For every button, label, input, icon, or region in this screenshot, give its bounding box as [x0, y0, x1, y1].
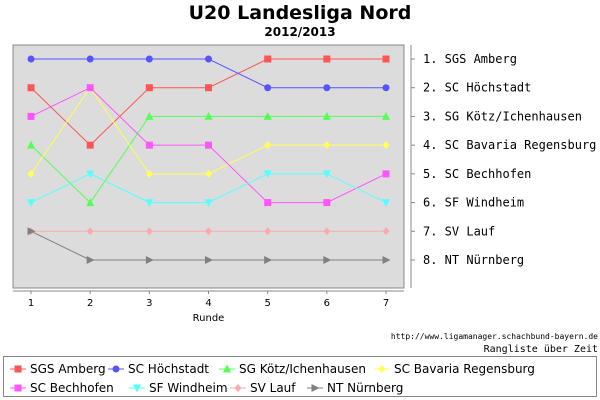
legend-label: SGS Amberg [30, 362, 106, 376]
data-point [263, 111, 272, 120]
x-axis-label: Runde [193, 313, 225, 324]
x-tick-label: 5 [264, 298, 270, 309]
rank-label: 1. SGS Amberg [423, 52, 517, 66]
x-tick-label: 7 [383, 298, 389, 309]
data-point [145, 141, 153, 149]
legend-marker [133, 384, 141, 393]
data-point [382, 199, 390, 208]
data-point [382, 55, 390, 63]
rank-label: 4. SC Bavaria Regensburg [423, 138, 596, 152]
data-point [86, 227, 94, 236]
data-point [382, 141, 390, 150]
data-point [323, 256, 332, 264]
data-point [205, 55, 212, 63]
legend-box [3, 356, 597, 397]
legend-marker [112, 365, 120, 373]
legend-marker [378, 365, 386, 373]
x-tick-label: 4 [205, 298, 211, 309]
chart-subtitle: 2012/2013 [264, 25, 336, 39]
legend-marker [14, 365, 22, 373]
legend-label: SG Kötz/Ichenhausen [239, 362, 366, 376]
source-url: http://www.ligamanager.schachbund-bayern… [390, 332, 598, 341]
data-point [145, 55, 153, 63]
rank-label: 6. SF Windheim [423, 196, 524, 210]
legend-marker [223, 364, 231, 373]
legend-label: SC Höchstadt [128, 362, 209, 376]
x-tick-label: 3 [146, 298, 152, 309]
data-point [322, 111, 331, 120]
data-point [86, 198, 95, 207]
data-point [86, 170, 95, 179]
data-point [27, 55, 35, 63]
chart-title: U20 Landesliga Nord [188, 2, 412, 24]
data-point [205, 84, 212, 92]
footer-note: Rangliste über Zeit [483, 344, 598, 355]
rank-label: 8. NT Nürnberg [423, 253, 524, 267]
rank-label: 7. SV Lauf [423, 224, 495, 238]
data-point [264, 227, 272, 236]
legend-label: SV Lauf [250, 381, 296, 395]
legend-label: SC Bechhofen [30, 381, 114, 395]
data-point [145, 199, 154, 208]
data-point [323, 227, 331, 236]
data-point [27, 84, 35, 92]
data-point [382, 170, 390, 178]
legend-marker [311, 384, 320, 392]
data-point [145, 169, 153, 178]
data-point [264, 84, 272, 92]
data-point [264, 256, 273, 264]
data-point [323, 141, 331, 150]
data-point [205, 256, 213, 264]
data-point [264, 199, 272, 207]
data-point [205, 227, 212, 236]
rank-label: 2. SC Höchstadt [423, 81, 531, 95]
data-point [205, 141, 212, 149]
data-point [263, 170, 272, 179]
data-point [204, 111, 213, 120]
rank-label: 5. SC Bechhofen [423, 167, 531, 181]
data-point [322, 170, 331, 179]
data-point [382, 227, 390, 236]
data-point [27, 169, 35, 178]
x-tick-label: 2 [87, 298, 93, 309]
data-point [323, 55, 331, 63]
rank-label: 3. SG Kötz/Ichenhausen [423, 109, 582, 123]
data-point [145, 84, 153, 92]
data-point [382, 111, 390, 120]
data-point [86, 256, 95, 264]
legend-label: SC Bavaria Regensburg [394, 362, 535, 376]
legend-label: NT Nürnberg [327, 381, 403, 395]
data-point [264, 141, 272, 150]
data-point [323, 199, 331, 207]
data-point [27, 112, 35, 120]
data-point [86, 55, 94, 63]
data-point [145, 111, 154, 120]
data-point [27, 140, 35, 149]
x-tick-label: 6 [324, 298, 330, 309]
data-point [205, 169, 212, 178]
data-point [145, 256, 154, 264]
data-point [382, 256, 391, 264]
legend-marker [14, 384, 22, 392]
data-point [27, 199, 35, 208]
x-tick-label: 1 [28, 298, 34, 309]
legend-label: SF Windheim [149, 381, 228, 395]
data-point [145, 227, 153, 236]
data-point [382, 84, 390, 92]
data-point [323, 84, 331, 92]
data-point [27, 227, 36, 236]
data-point [204, 199, 213, 208]
legend-marker [234, 384, 242, 392]
data-point [86, 141, 94, 149]
data-point [264, 55, 272, 63]
data-point [86, 84, 94, 92]
